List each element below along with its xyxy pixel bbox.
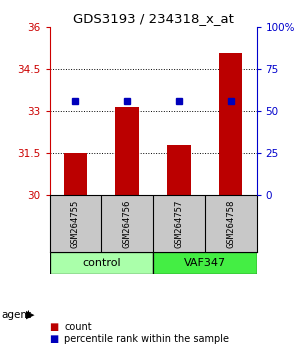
Text: ■: ■ [50, 322, 59, 332]
Bar [167, 145, 190, 195]
Text: count: count [64, 322, 92, 332]
Bar [64, 153, 87, 195]
Text: percentile rank within the sample: percentile rank within the sample [64, 334, 230, 344]
Text: ■: ■ [50, 334, 59, 344]
Title: GDS3193 / 234318_x_at: GDS3193 / 234318_x_at [73, 12, 233, 25]
Text: GSM264757: GSM264757 [174, 199, 183, 248]
Text: GSM264755: GSM264755 [71, 199, 80, 248]
Text: agent: agent [2, 310, 31, 320]
Text: VAF347: VAF347 [184, 258, 226, 268]
Bar [50, 252, 153, 274]
Bar [153, 252, 256, 274]
Text: GSM264758: GSM264758 [226, 199, 235, 248]
Text: GSM264756: GSM264756 [123, 199, 132, 248]
Text: control: control [82, 258, 121, 268]
Bar [116, 107, 139, 195]
Text: ▶: ▶ [26, 310, 34, 320]
Bar [219, 53, 242, 195]
